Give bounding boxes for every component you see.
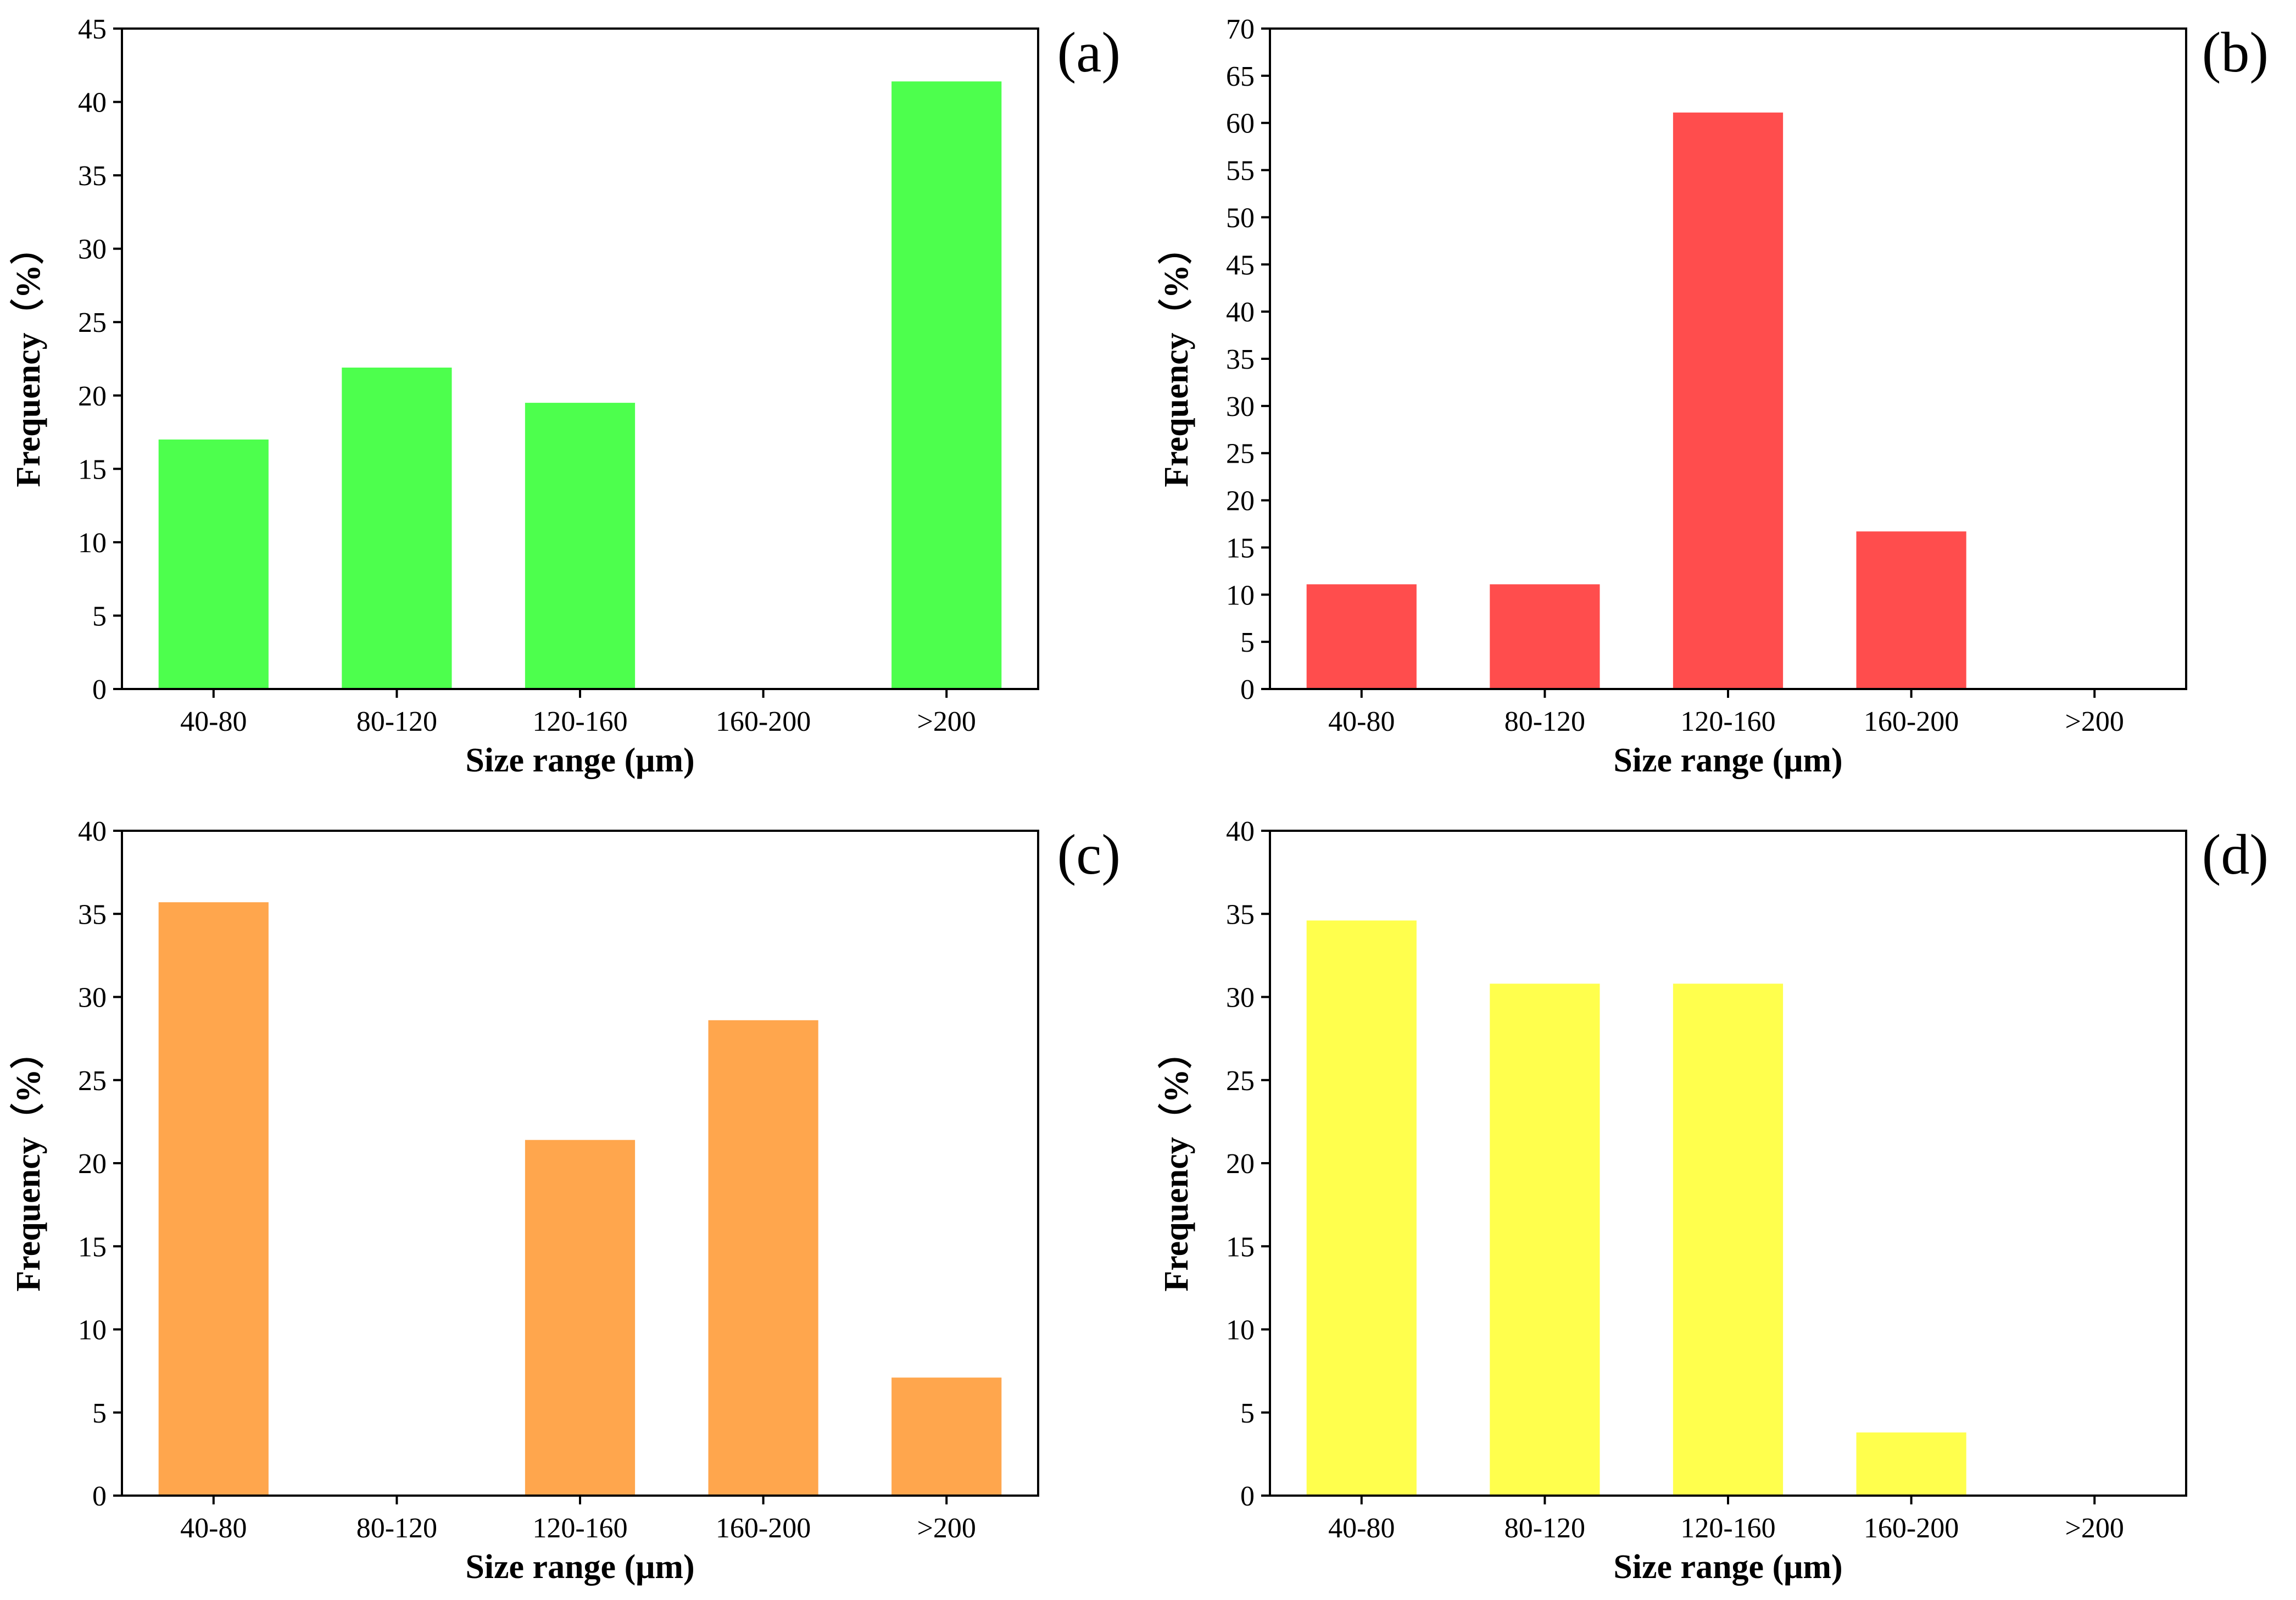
y-axis-title-d: Frequency（%） — [1157, 1035, 1195, 1291]
y-tick-label-c-0: 0 — [92, 1481, 107, 1512]
y-tick-label-d-7: 35 — [1226, 899, 1255, 930]
bar-c-4 — [708, 1020, 818, 1496]
y-tick-label-c-2: 10 — [78, 1315, 107, 1346]
y-tick-label-d-0: 0 — [1240, 1481, 1255, 1512]
bar-b-3 — [1673, 112, 1784, 689]
y-tick-label-b-5: 25 — [1226, 438, 1255, 470]
bar-c-5 — [891, 1377, 1002, 1496]
bar-a-1 — [158, 439, 269, 689]
y-axis-title-a: Frequency（%） — [9, 230, 47, 487]
y-tick-label-a-0: 0 — [92, 674, 107, 705]
y-axis-title-c: Frequency（%） — [9, 1035, 47, 1291]
y-tick-label-b-9: 45 — [1226, 249, 1255, 281]
x-tick-label-a-1: 40-80 — [180, 706, 247, 737]
y-tick-label-b-0: 0 — [1240, 674, 1255, 705]
y-tick-label-b-10: 50 — [1226, 202, 1255, 234]
bar-b-1 — [1306, 584, 1417, 689]
x-tick-label-c-3: 120-160 — [532, 1513, 627, 1544]
y-tick-label-a-4: 20 — [78, 381, 107, 412]
y-tick-label-d-5: 25 — [1226, 1065, 1255, 1097]
x-tick-label-d-5: >200 — [2065, 1513, 2124, 1544]
y-tick-label-d-4: 20 — [1226, 1148, 1255, 1180]
x-tick-label-b-5: >200 — [2065, 706, 2124, 737]
bar-c-1 — [158, 902, 269, 1496]
bar-d-4 — [1856, 1432, 1966, 1496]
bar-b-2 — [1490, 584, 1600, 689]
x-tick-label-b-2: 80-120 — [1504, 706, 1585, 737]
x-tick-label-a-5: >200 — [917, 706, 976, 737]
y-tick-label-a-1: 5 — [92, 601, 107, 632]
panel-label-c: (c) — [1057, 823, 1121, 886]
x-tick-label-c-1: 40-80 — [180, 1513, 247, 1544]
chart-panel-b: 0 5 10 15 20 25 30 35 40 45 50 55 60 65 70 40-80 80-120 1… — [1157, 14, 2269, 779]
x-axis-title-b: Size range (μm) — [1613, 742, 1842, 779]
bar-a-5 — [891, 81, 1002, 690]
y-tick-label-b-4: 20 — [1226, 486, 1255, 517]
x-tick-label-d-3: 120-160 — [1680, 1513, 1775, 1544]
y-tick-label-d-3: 15 — [1226, 1231, 1255, 1263]
y-tick-label-d-2: 10 — [1226, 1315, 1255, 1346]
x-tick-label-c-2: 80-120 — [356, 1513, 437, 1544]
bar-c-3 — [525, 1140, 636, 1496]
x-tick-label-a-3: 120-160 — [532, 706, 627, 737]
y-tick-label-a-8: 40 — [78, 87, 107, 119]
bar-a-3 — [525, 403, 636, 689]
y-tick-label-c-3: 15 — [78, 1231, 107, 1263]
y-tick-label-c-5: 25 — [78, 1065, 107, 1097]
y-tick-label-a-7: 35 — [78, 160, 107, 192]
x-axis-title-a: Size range (μm) — [465, 742, 694, 779]
y-tick-label-b-11: 55 — [1226, 155, 1255, 187]
bar-b-4 — [1856, 531, 1966, 689]
bar-d-2 — [1490, 984, 1600, 1496]
x-tick-label-c-5: >200 — [917, 1513, 976, 1544]
x-tick-label-d-1: 40-80 — [1328, 1513, 1395, 1544]
y-tick-label-b-13: 65 — [1226, 61, 1255, 92]
y-tick-label-b-3: 15 — [1226, 532, 1255, 564]
x-tick-label-d-2: 80-120 — [1504, 1513, 1585, 1544]
y-tick-label-b-6: 30 — [1226, 391, 1255, 423]
y-tick-label-d-8: 40 — [1226, 816, 1255, 847]
x-tick-label-c-4: 160-200 — [716, 1513, 811, 1544]
panel-label-b: (b) — [2202, 21, 2269, 84]
y-tick-label-c-1: 5 — [92, 1398, 107, 1429]
x-tick-label-a-2: 80-120 — [356, 706, 437, 737]
chart-panel-d: 0 5 10 15 20 25 30 35 40 40-80 80-120 120-160 160-20… — [1157, 816, 2269, 1586]
y-tick-label-a-3: 15 — [78, 454, 107, 485]
y-tick-label-c-4: 20 — [78, 1148, 107, 1180]
x-tick-label-a-4: 160-200 — [716, 706, 811, 737]
y-tick-label-a-2: 10 — [78, 527, 107, 559]
y-tick-label-d-6: 30 — [1226, 982, 1255, 1014]
chart-panel-a: 0 5 10 15 20 25 30 35 40 45 40-80 80-120 120-160 160-… — [9, 14, 1121, 779]
y-tick-label-c-6: 30 — [78, 982, 107, 1014]
y-tick-label-c-8: 40 — [78, 816, 107, 847]
y-tick-label-b-8: 40 — [1226, 297, 1255, 328]
y-axis-title-b: Frequency（%） — [1157, 230, 1195, 487]
y-tick-label-c-7: 35 — [78, 899, 107, 930]
x-tick-label-b-1: 40-80 — [1328, 706, 1395, 737]
x-tick-label-b-4: 160-200 — [1864, 706, 1959, 737]
x-tick-label-d-4: 160-200 — [1864, 1513, 1959, 1544]
chart-panel-c: 0 5 10 15 20 25 30 35 40 40-80 80-120 120-160 160-20… — [9, 816, 1121, 1586]
bar-a-2 — [342, 368, 452, 689]
x-axis-title-d: Size range (μm) — [1613, 1548, 1842, 1586]
y-tick-label-a-5: 25 — [78, 307, 107, 338]
x-axis-title-c: Size range (μm) — [465, 1548, 694, 1586]
y-tick-label-b-12: 60 — [1226, 108, 1255, 140]
y-tick-label-b-2: 10 — [1226, 580, 1255, 611]
y-tick-label-a-6: 30 — [78, 234, 107, 265]
panel-label-d: (d) — [2202, 823, 2269, 886]
y-tick-label-a-9: 45 — [78, 14, 107, 45]
x-tick-label-b-3: 120-160 — [1680, 706, 1775, 737]
y-tick-label-b-1: 5 — [1240, 627, 1255, 658]
y-tick-label-b-14: 70 — [1226, 14, 1255, 45]
y-tick-label-b-7: 35 — [1226, 344, 1255, 375]
panel-label-a: (a) — [1057, 21, 1121, 84]
y-tick-label-d-1: 5 — [1240, 1398, 1255, 1429]
bar-d-3 — [1673, 984, 1784, 1496]
bar-d-1 — [1306, 920, 1417, 1496]
